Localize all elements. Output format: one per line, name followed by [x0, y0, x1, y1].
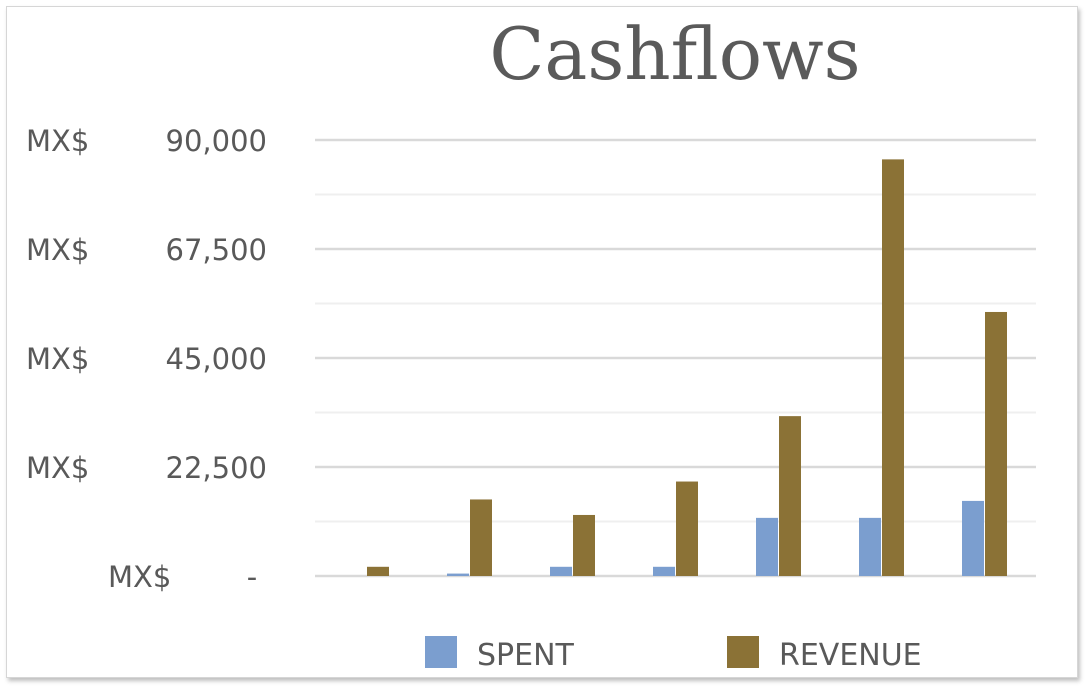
bar-spent-3	[653, 566, 675, 576]
bar-spent-6	[962, 500, 984, 576]
y-tick-currency-3: MX$	[26, 233, 89, 267]
legend-label-revenue: REVENUE	[779, 638, 922, 673]
y-tick-label-2: 45,000	[166, 342, 267, 376]
y-tick-label-0: -	[247, 560, 257, 594]
legend: SPENT REVENUE	[425, 636, 922, 673]
y-tick-label-4: 90,000	[166, 124, 267, 158]
bars	[367, 159, 1007, 576]
bar-revenue-0	[367, 566, 389, 576]
bar-spent-5	[859, 517, 881, 576]
bar-spent-2	[550, 566, 572, 576]
bar-revenue-4	[779, 416, 801, 576]
bar-revenue-2	[573, 514, 595, 576]
legend-swatch-revenue	[727, 636, 759, 668]
bar-revenue-3	[676, 481, 698, 576]
bar-spent-1	[447, 573, 469, 576]
bar-spent-4	[756, 517, 778, 576]
legend-label-spent: SPENT	[477, 638, 575, 673]
bar-revenue-5	[882, 159, 904, 576]
chart-title: Cashflows	[489, 12, 860, 96]
y-tick-currency-2: MX$	[26, 342, 89, 376]
y-tick-label-1: 22,500	[166, 451, 267, 485]
y-tick-currency-4: MX$	[26, 124, 89, 158]
gridlines	[315, 138, 1036, 523]
y-tick-label-3: 67,500	[166, 233, 267, 267]
bar-revenue-1	[470, 499, 492, 576]
legend-swatch-spent	[425, 636, 457, 668]
y-tick-currency-0: MX$	[108, 560, 171, 594]
y-axis: MX$ - MX$ 22,500 MX$ 45,000 MX$ 67,500 MX$ 90,000	[26, 124, 1036, 594]
y-tick-currency-1: MX$	[26, 451, 89, 485]
bar-revenue-6	[985, 311, 1007, 576]
